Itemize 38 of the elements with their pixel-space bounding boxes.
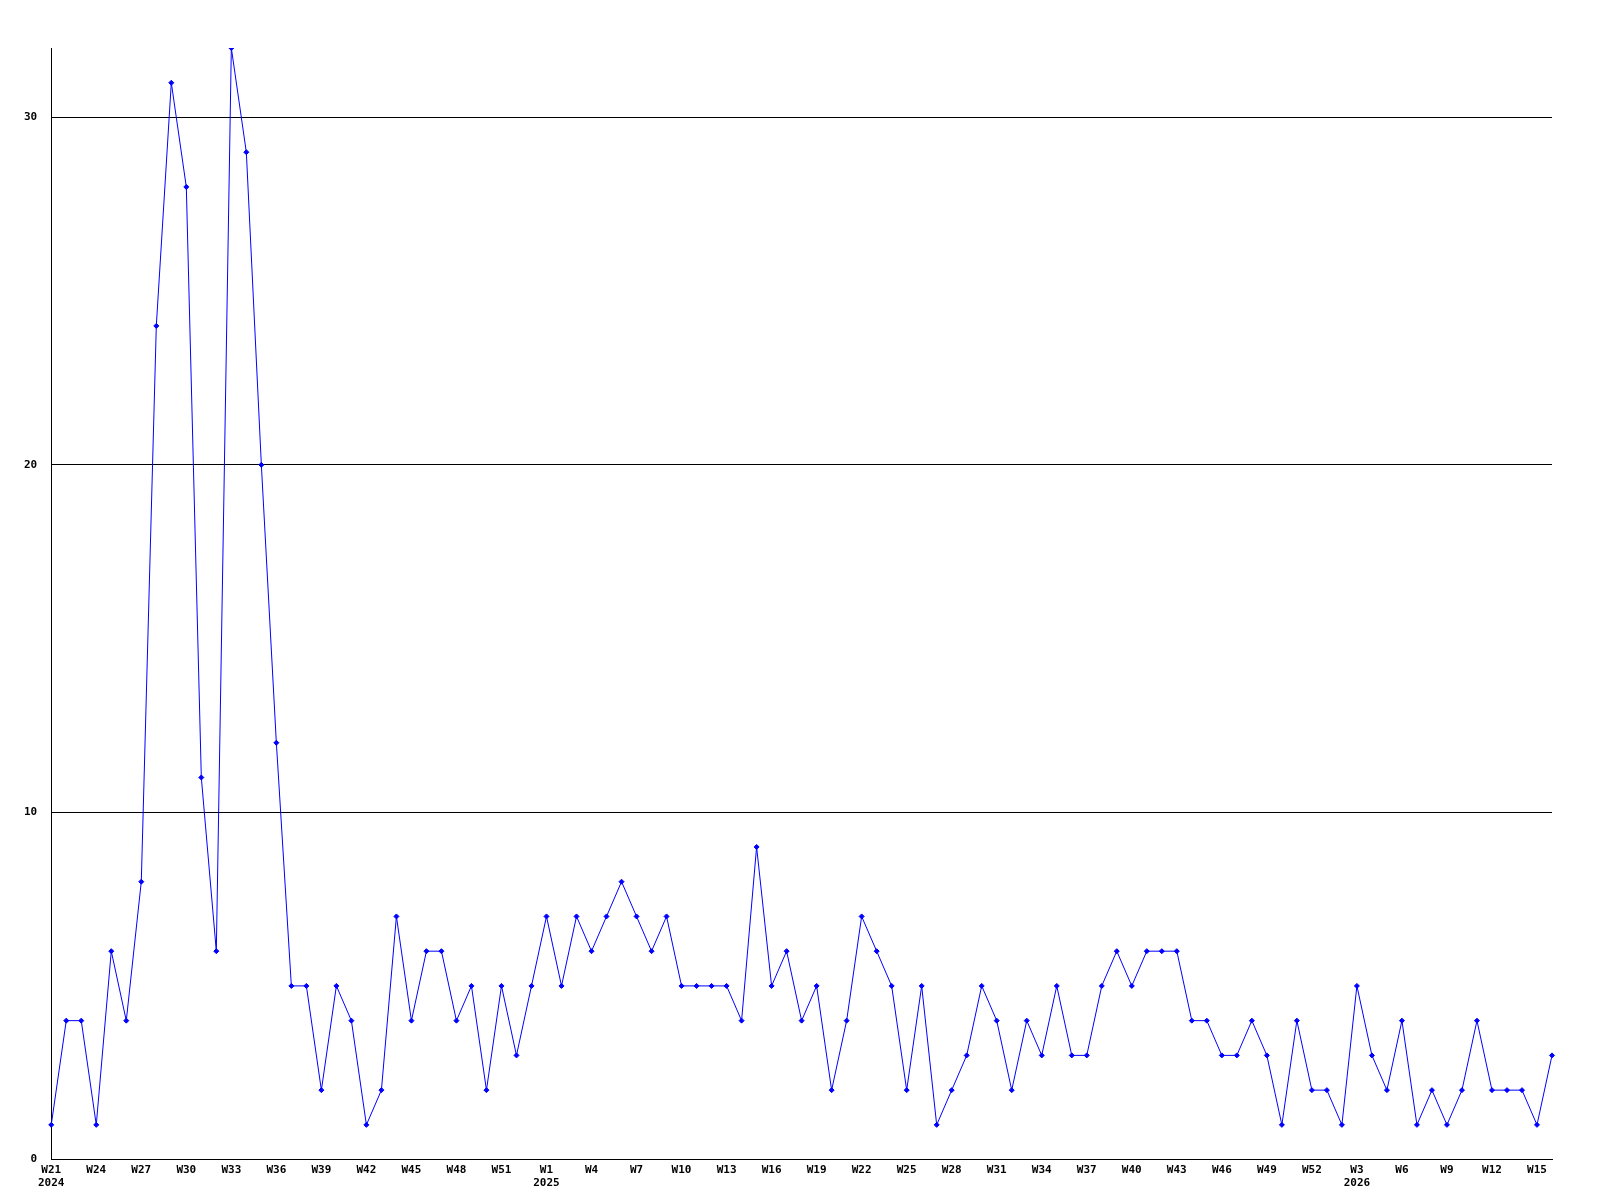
y-tick-label: 0	[30, 1152, 38, 1166]
y-tick-label: 30	[24, 110, 38, 124]
y-tick-label: 10	[24, 805, 38, 819]
x-tick-label: W15	[1527, 1163, 1547, 1177]
x-tick-label: W36	[266, 1163, 287, 1177]
x-tick-label: W7	[629, 1163, 644, 1177]
x-tick-label: W49	[1256, 1163, 1277, 1177]
x-tick-label: W25	[896, 1163, 917, 1177]
x-tick-label: W40	[1121, 1163, 1142, 1177]
x-tick-label: W30	[176, 1163, 197, 1177]
x-tick-label: W21 2024	[38, 1163, 65, 1190]
x-tick-label: W10	[671, 1163, 692, 1177]
x-tick-label: W4	[584, 1163, 599, 1177]
x-tick-label: W22	[851, 1163, 872, 1177]
x-tick-label: W34	[1031, 1163, 1053, 1177]
x-tick-label: W24	[86, 1163, 107, 1177]
x-tick-label: W31	[986, 1163, 1008, 1177]
x-tick-label: W52	[1301, 1163, 1322, 1177]
x-tick-label: W28	[941, 1163, 962, 1177]
x-tick-label: W39	[311, 1163, 332, 1177]
x-tick-label: W19	[806, 1163, 827, 1177]
x-tick-label: W16	[761, 1163, 782, 1177]
x-tick-label: W42	[356, 1163, 377, 1177]
x-tick-label: W37	[1076, 1163, 1097, 1177]
x-tick-label: W48	[446, 1163, 467, 1177]
x-tick-label: W6	[1395, 1163, 1409, 1177]
x-tick-label: W43	[1166, 1163, 1187, 1177]
x-tick-label: W1 2025	[533, 1163, 560, 1190]
x-tick-label: W13	[716, 1163, 737, 1177]
x-tick-label: W9	[1440, 1163, 1454, 1177]
x-tick-label: W3 2026	[1343, 1163, 1371, 1190]
y-tick-label: 20	[24, 457, 38, 471]
x-tick-label: W45	[401, 1163, 422, 1177]
x-tick-label: W27	[131, 1163, 152, 1177]
x-tick-label: W46	[1211, 1163, 1233, 1177]
x-tick-label: W12	[1482, 1163, 1502, 1177]
x-tick-label: W33	[221, 1163, 242, 1177]
x-tick-label: W51	[491, 1163, 512, 1177]
